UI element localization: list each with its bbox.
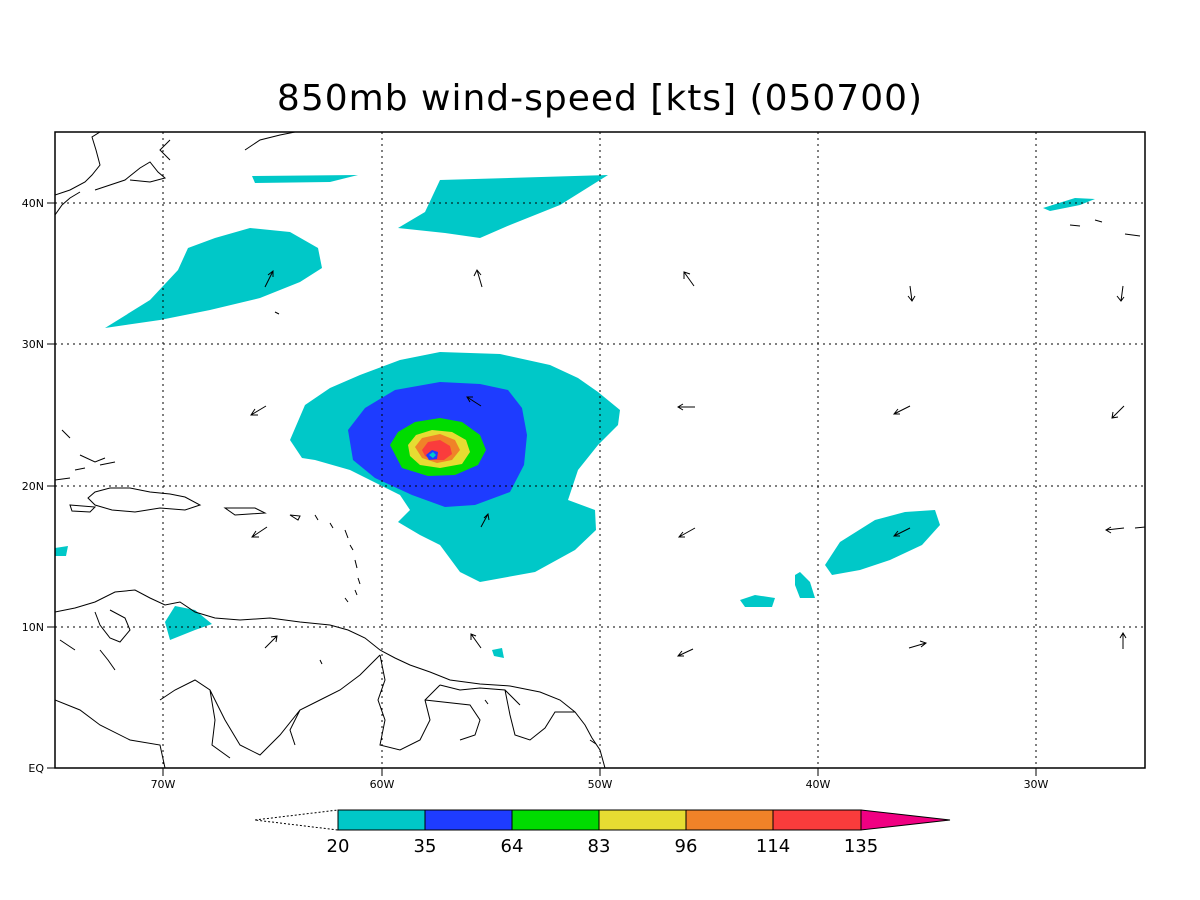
small-islands xyxy=(274,219,1145,745)
wind-arrow xyxy=(677,527,696,538)
lesser-antilles xyxy=(314,514,361,603)
wind-arrow xyxy=(677,403,695,411)
wind-arrow xyxy=(251,526,268,538)
shade-20-east-a xyxy=(825,510,940,575)
north-america-coast xyxy=(55,132,296,216)
lon-label-30w: 30W xyxy=(1024,778,1049,791)
colorbar-label-96: 96 xyxy=(675,836,698,857)
colorbar-box-64-83 xyxy=(511,809,600,831)
wind-arrow xyxy=(676,648,694,657)
venezuela-interior xyxy=(59,609,131,671)
wind-arrow xyxy=(470,633,482,649)
colorbar-box-114-135 xyxy=(772,809,862,831)
lon-label-50w: 50W xyxy=(588,778,613,791)
colorbar: 20 35 64 83 96 114 135 xyxy=(254,809,951,857)
wind-arrow xyxy=(1119,632,1127,649)
lat-label-20n: 20N xyxy=(22,480,44,493)
wind-arrow xyxy=(250,405,267,416)
lat-lon-grid xyxy=(55,132,1145,768)
shade-20-east-b xyxy=(795,572,815,598)
wind-arrow xyxy=(1116,285,1125,302)
wind-arrow xyxy=(1105,526,1125,534)
shaded-wind-regions xyxy=(55,175,1095,658)
wind-arrow xyxy=(480,512,490,528)
lat-axis-labels: EQ 10N 20N 30N 40N xyxy=(22,197,45,775)
map-title: 850mb wind-speed [kts] (050700) xyxy=(276,78,924,119)
lon-axis-labels: 70W 60W 50W 40W 30W xyxy=(151,778,1049,791)
shade-20-south-a xyxy=(165,606,212,640)
wind-arrow xyxy=(264,269,274,288)
colorbar-box-96-114 xyxy=(685,809,774,831)
wind-arrow xyxy=(908,640,928,649)
south-america-coast xyxy=(55,589,606,768)
wind-arrow xyxy=(907,285,916,302)
colorbar-label-83: 83 xyxy=(588,836,611,857)
wind-vectors xyxy=(250,269,1127,657)
wind-arrow xyxy=(1111,405,1125,419)
shade-20-ne-sliver xyxy=(1043,198,1095,211)
lat-label-40n: 40N xyxy=(22,197,44,210)
shade-20-north-b xyxy=(398,175,608,238)
lon-label-70w: 70W xyxy=(151,778,176,791)
lon-label-60w: 60W xyxy=(370,778,395,791)
colorbar-label-20: 20 xyxy=(327,836,350,857)
shade-20-small xyxy=(492,648,504,658)
lat-label-10n: 10N xyxy=(22,621,44,634)
tick-marks xyxy=(47,202,1037,776)
wind-arrow xyxy=(473,269,483,288)
colorbar-low-triangle xyxy=(254,809,339,831)
wind-arrow xyxy=(892,405,911,415)
lat-label-eq: EQ xyxy=(28,762,44,775)
colorbar-label-114: 114 xyxy=(756,836,790,857)
coastlines xyxy=(55,132,1145,768)
colorbar-box-35-64 xyxy=(424,809,513,831)
colorbar-label-64: 64 xyxy=(501,836,524,857)
shade-20-west-edge xyxy=(55,546,68,556)
wind-arrow xyxy=(892,527,911,537)
greater-antilles xyxy=(69,487,301,521)
lon-label-40w: 40W xyxy=(806,778,831,791)
bahamas xyxy=(55,429,116,481)
colorbar-high-triangle xyxy=(860,809,951,831)
colorbar-box-20-35 xyxy=(337,809,426,831)
wind-arrow xyxy=(683,271,695,287)
wind-arrow xyxy=(264,635,278,649)
colorbar-box-83-96 xyxy=(598,809,687,831)
shade-eye-20 xyxy=(429,452,436,458)
shade-20-east-c xyxy=(740,595,775,607)
colorbar-label-135: 135 xyxy=(844,836,878,857)
lat-label-30n: 30N xyxy=(22,338,44,351)
shade-20-north-c xyxy=(252,175,358,183)
country-borders xyxy=(55,654,575,768)
shade-20-north-a xyxy=(105,228,322,328)
wind-arrow xyxy=(466,396,482,407)
colorbar-label-35: 35 xyxy=(414,836,437,857)
